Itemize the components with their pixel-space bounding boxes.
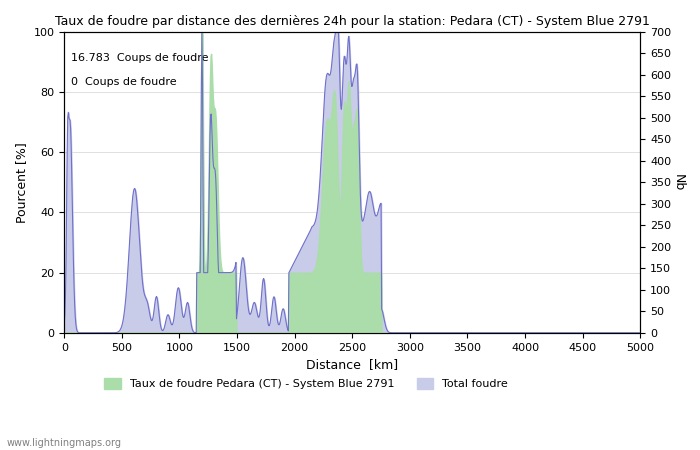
Text: www.lightningmaps.org: www.lightningmaps.org [7,438,122,448]
Y-axis label: Nb: Nb [672,174,685,191]
Text: 16.783  Coups de foudre: 16.783 Coups de foudre [71,53,208,63]
X-axis label: Distance  [km]: Distance [km] [306,358,398,371]
Legend: Taux de foudre Pedara (CT) - System Blue 2791, Total foudre: Taux de foudre Pedara (CT) - System Blue… [100,373,512,393]
Y-axis label: Pourcent [%]: Pourcent [%] [15,142,28,223]
Title: Taux de foudre par distance des dernières 24h pour la station: Pedara (CT) - Sys: Taux de foudre par distance des dernière… [55,15,650,28]
Text: 0  Coups de foudre: 0 Coups de foudre [71,77,176,87]
